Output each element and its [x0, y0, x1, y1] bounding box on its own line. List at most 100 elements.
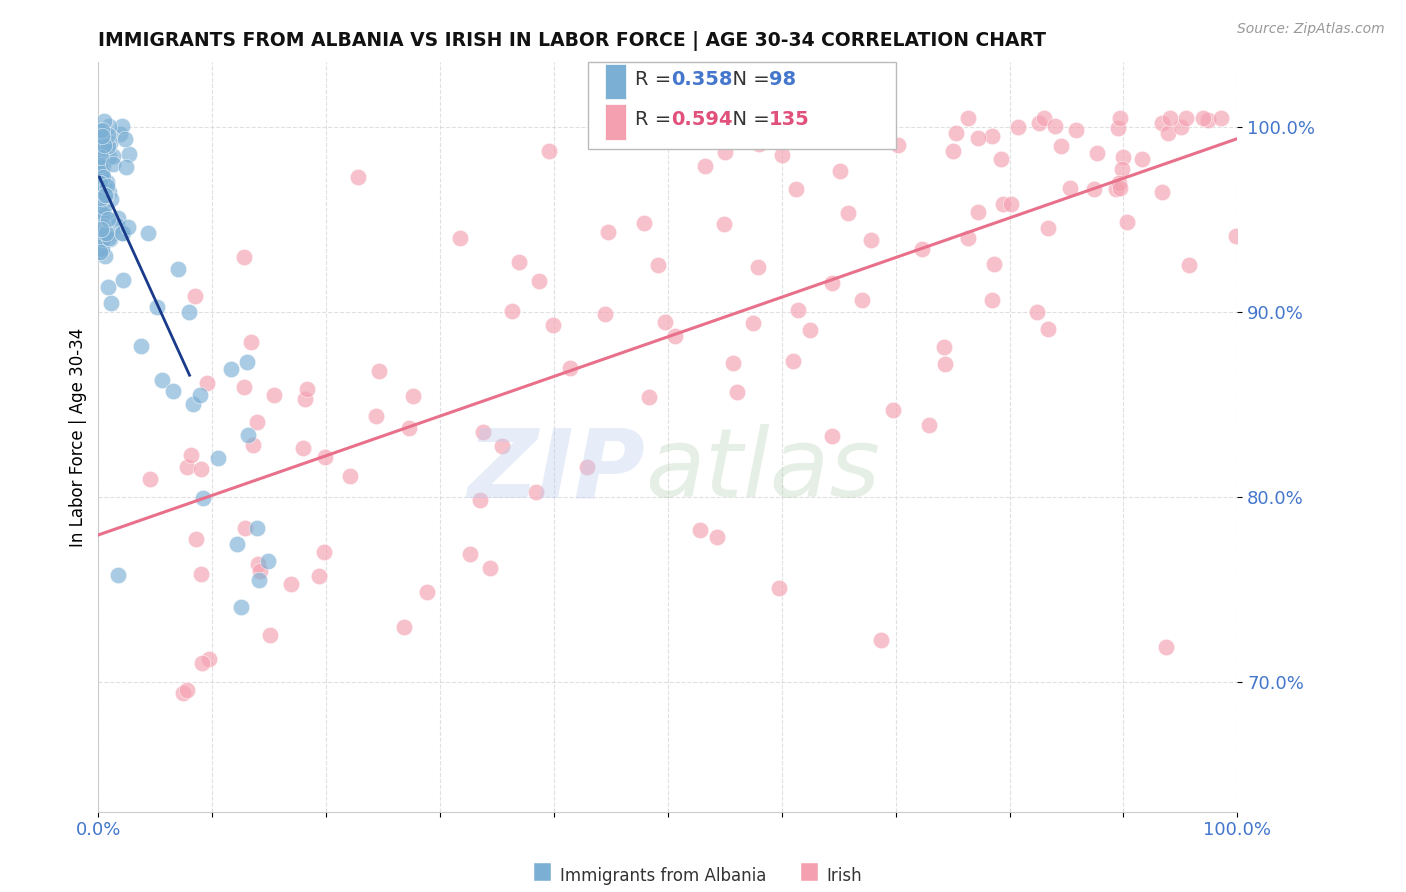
Point [981, 128, 1004, 143]
Point [882, 402, 904, 417]
Point [180, 448, 202, 462]
Point [90, 222, 112, 236]
Point [107, 211, 129, 226]
Point [93, 158, 115, 172]
Text: 98: 98 [769, 70, 796, 88]
Point [97, 211, 120, 226]
Point [93, 182, 115, 196]
Point [232, 250, 254, 264]
Point [598, 225, 620, 239]
Point [1191, 111, 1213, 125]
Point [176, 683, 198, 698]
Point [97, 119, 120, 133]
Point [91, 122, 114, 136]
Point [93, 114, 115, 128]
Point [150, 373, 173, 387]
Point [1157, 127, 1180, 141]
Point [1108, 176, 1130, 190]
Point [115, 160, 138, 174]
Point [538, 144, 561, 158]
Point [808, 123, 831, 137]
Point [1036, 322, 1059, 336]
Point [93, 190, 115, 204]
Point [91, 136, 114, 151]
Text: Irish: Irish [827, 867, 862, 885]
Point [91, 207, 114, 221]
Point [259, 628, 281, 642]
Point [89, 186, 111, 200]
Point [491, 439, 513, 453]
Point [89, 176, 111, 190]
Point [785, 181, 807, 195]
Point [934, 357, 956, 371]
Point [193, 491, 215, 506]
Point [94, 188, 117, 202]
Point [235, 354, 257, 368]
Point [460, 547, 482, 561]
Point [470, 492, 492, 507]
Text: N =: N = [720, 70, 776, 88]
Point [957, 111, 980, 125]
Point [828, 164, 851, 178]
Point [398, 420, 420, 434]
Point [633, 216, 655, 230]
Point [93, 208, 115, 222]
Point [105, 218, 128, 232]
Point [91, 142, 114, 156]
Point [90, 150, 112, 164]
Point [131, 338, 153, 352]
Point [820, 277, 842, 291]
Point [1109, 181, 1132, 195]
Point [93, 139, 115, 153]
Point [90, 191, 112, 205]
Point [93, 200, 115, 214]
Point [242, 438, 264, 452]
Point [108, 127, 131, 141]
Point [837, 206, 859, 220]
Point [91, 169, 114, 184]
Point [859, 233, 882, 247]
Point [90, 204, 112, 219]
Point [576, 460, 599, 475]
Point [112, 226, 135, 240]
Point [782, 354, 804, 368]
Text: R =: R = [636, 70, 678, 88]
Point [314, 450, 336, 465]
Point [1211, 111, 1233, 125]
Point [190, 656, 212, 670]
Point [527, 273, 550, 287]
Point [89, 245, 111, 260]
Point [1043, 119, 1066, 133]
Point [887, 137, 910, 152]
Point [91, 186, 114, 200]
Point [1059, 181, 1081, 195]
Point [89, 158, 111, 172]
Point [415, 584, 437, 599]
Text: N =: N = [720, 111, 776, 129]
Point [101, 149, 124, 163]
Point [89, 156, 111, 170]
Point [1112, 150, 1135, 164]
Point [91, 165, 114, 179]
Point [1150, 116, 1173, 130]
Point [93, 187, 115, 202]
Point [94, 138, 117, 153]
Point [90, 242, 112, 256]
Point [1105, 182, 1128, 196]
Point [94, 249, 117, 263]
Point [89, 202, 111, 216]
Point [723, 355, 745, 369]
Point [1000, 196, 1022, 211]
Point [93, 230, 115, 244]
Text: 0.594: 0.594 [671, 111, 733, 129]
Point [89, 240, 111, 254]
Point [162, 384, 184, 399]
Point [1007, 120, 1029, 134]
Point [1026, 305, 1049, 319]
Point [97, 128, 120, 142]
Point [392, 620, 415, 634]
Point [367, 364, 389, 378]
Point [172, 685, 194, 699]
Point [748, 136, 770, 151]
Point [1197, 113, 1219, 128]
